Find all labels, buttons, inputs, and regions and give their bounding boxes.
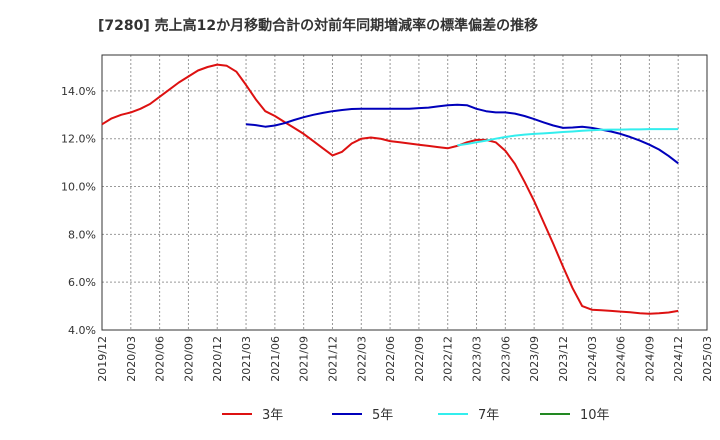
grid xyxy=(101,55,708,331)
legend: 3年 5年 7年 10年 xyxy=(222,408,610,423)
x-tick-label: 2022/06 xyxy=(384,336,397,382)
y-tick-label: 14.0% xyxy=(61,85,96,98)
y-tick-label: 6.0% xyxy=(68,276,96,289)
series-line-5年 xyxy=(245,103,679,165)
y-tick-label: 4.0% xyxy=(68,324,96,337)
x-tick-label: 2020/06 xyxy=(154,336,167,382)
x-tick-label: 2022/12 xyxy=(442,336,455,382)
x-tick-label: 2020/12 xyxy=(211,336,224,382)
series-line-7年 xyxy=(457,128,679,147)
x-tick-label: 2023/06 xyxy=(499,336,512,382)
x-tick-label: 2020/09 xyxy=(182,336,195,382)
y-tick-label: 10.0% xyxy=(61,181,96,194)
x-axis: 2019/12 2020/03 2020/06 2020/09 2020/12 2021/… xyxy=(96,336,714,382)
series-lines xyxy=(101,63,679,315)
x-tick-label: 2021/09 xyxy=(298,336,311,382)
y-tick-label: 8.0% xyxy=(68,228,96,241)
x-tick-label: 2019/12 xyxy=(96,336,109,382)
legend-label: 10年 xyxy=(580,408,610,423)
legend-label: 3年 xyxy=(262,408,283,423)
x-tick-label: 2024/06 xyxy=(615,336,628,382)
legend-label: 5年 xyxy=(372,408,393,423)
series-line-3年 xyxy=(101,63,679,315)
x-tick-label: 2021/06 xyxy=(269,336,282,382)
y-tick-label: 12.0% xyxy=(61,133,96,146)
x-tick-label: 2022/03 xyxy=(355,336,368,382)
x-tick-label: 2024/12 xyxy=(672,336,685,382)
plot-area xyxy=(101,54,708,331)
x-tick-label: 2021/03 xyxy=(240,336,253,382)
x-tick-label: 2023/03 xyxy=(471,336,484,382)
chart-title: [7280] 売上高12か月移動合計の対前年同期増減率の標準偏差の推移 xyxy=(98,17,538,34)
legend-label: 7年 xyxy=(478,408,499,423)
x-tick-label: 2025/03 xyxy=(701,336,714,382)
x-tick-label: 2023/09 xyxy=(528,336,541,382)
x-tick-label: 2021/12 xyxy=(326,336,339,382)
x-tick-label: 2020/03 xyxy=(125,336,138,382)
x-tick-label: 2022/09 xyxy=(413,336,426,382)
x-tick-label: 2024/03 xyxy=(586,336,599,382)
x-tick-label: 2024/09 xyxy=(643,336,656,382)
x-tick-label: 2023/12 xyxy=(557,336,570,382)
y-axis: 4.0% 6.0% 8.0% 10.0% 12.0% 14.0% xyxy=(61,85,96,337)
